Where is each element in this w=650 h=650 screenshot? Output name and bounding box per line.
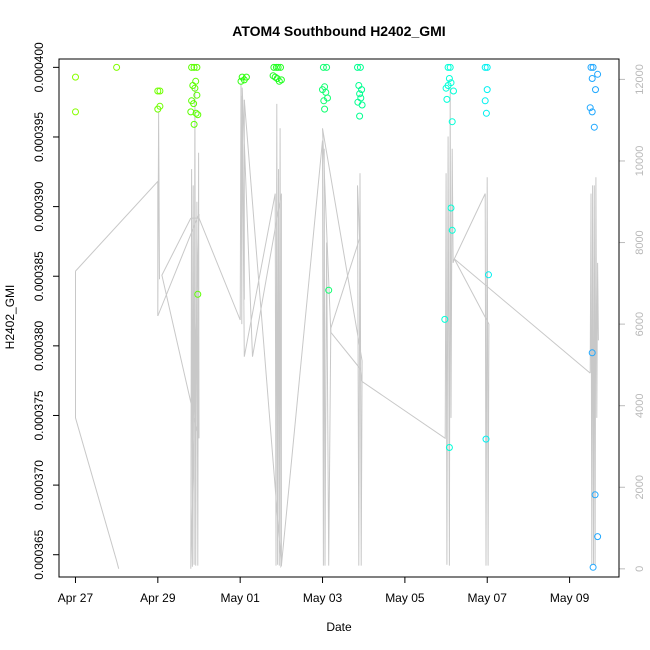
data-point-41 (321, 105, 329, 113)
data-point-75 (594, 70, 602, 78)
chart-title: ATOM4 Southbound H2402_GMI (232, 23, 445, 39)
data-point-68 (481, 97, 489, 105)
data-point-0 (72, 73, 79, 81)
data-point-9 (193, 63, 201, 71)
y-axis-label: H2402_GMI (3, 285, 17, 350)
data-point-83 (589, 563, 597, 571)
data-point-44 (356, 63, 364, 71)
secondary-y-tick-label-0: 0 (634, 566, 646, 572)
x-tick-label-4: May 05 (385, 591, 425, 605)
secondary-y-tick-label-6: 12000 (634, 64, 646, 95)
data-point-18 (194, 111, 202, 119)
secondary-series-line-7 (589, 177, 599, 566)
y-tick-label-7: 0.000400 (32, 42, 46, 92)
data-point-7 (188, 63, 196, 71)
data-point-50 (358, 101, 366, 109)
data-point-17 (192, 109, 200, 117)
y-tick-label-0: 0.000365 (32, 529, 46, 579)
data-point-52 (446, 63, 454, 71)
y-tick-label-6: 0.000395 (32, 112, 46, 162)
data-point-24 (237, 77, 245, 85)
secondary-y-tick-label-5: 10000 (634, 146, 646, 177)
secondary-y-tick-label-3: 6000 (634, 312, 646, 336)
data-point-1 (72, 108, 79, 116)
data-point-51 (356, 112, 364, 120)
data-point-23 (242, 73, 250, 81)
data-point-59 (443, 95, 451, 103)
data-point-54 (445, 75, 453, 82)
y-tick-label-1: 0.000370 (32, 460, 46, 510)
secondary-series-line-5 (322, 128, 363, 566)
data-point-81 (591, 491, 599, 499)
data-point-8 (190, 63, 198, 71)
data-point-60 (448, 118, 456, 126)
data-point-67 (483, 86, 491, 94)
data-point-71 (482, 435, 490, 443)
data-point-80 (588, 349, 596, 357)
data-point-47 (356, 90, 364, 98)
y-tick-label-2: 0.000375 (32, 390, 46, 440)
data-point-3 (154, 87, 162, 95)
data-point-25 (270, 63, 278, 71)
secondary-series-line-4 (241, 87, 361, 566)
x-tick-label-6: May 09 (550, 591, 590, 605)
data-point-40 (320, 97, 328, 105)
data-point-58 (450, 87, 457, 95)
x-tick-label-2: May 01 (220, 591, 260, 605)
data-point-62 (448, 226, 456, 234)
data-point-79 (590, 123, 598, 131)
data-point-2 (113, 63, 121, 71)
data-point-4 (156, 87, 164, 95)
secondary-series-line-3 (190, 83, 282, 569)
data-point-28 (277, 63, 284, 71)
data-point-57 (442, 84, 450, 92)
data-point-70 (485, 271, 492, 279)
y-tick-label-3: 0.000380 (32, 321, 46, 371)
x-axis-label: Date (326, 620, 352, 634)
secondary-y-tick-label-2: 4000 (634, 393, 646, 417)
data-point-46 (358, 86, 366, 94)
data-point-11 (191, 84, 199, 92)
data-point-74 (588, 75, 596, 82)
data-point-61 (447, 204, 455, 212)
data-point-43 (354, 63, 361, 71)
data-point-65 (481, 63, 489, 71)
data-point-42 (325, 286, 333, 294)
x-tick-label-3: May 03 (303, 591, 343, 605)
y-tick-label-4: 0.000385 (32, 251, 46, 301)
data-point-27 (274, 63, 282, 71)
data-point-32 (277, 76, 285, 84)
y-tick-label-5: 0.000390 (32, 181, 46, 231)
points-layer (72, 63, 602, 571)
secondary-y-tick-label-1: 2000 (634, 475, 646, 499)
data-point-72 (587, 63, 595, 71)
data-point-82 (594, 533, 602, 541)
data-point-35 (323, 63, 331, 71)
data-point-13 (193, 91, 201, 99)
data-point-69 (482, 109, 490, 117)
secondary-series-line-0 (75, 271, 120, 569)
data-point-12 (192, 77, 200, 85)
data-point-34 (319, 63, 327, 71)
data-point-77 (586, 104, 594, 112)
data-point-6 (156, 102, 164, 110)
data-point-63 (441, 315, 449, 323)
data-point-76 (592, 86, 599, 94)
x-tick-label-1: Apr 29 (140, 591, 176, 605)
data-point-20 (194, 290, 202, 298)
data-point-33 (269, 72, 277, 80)
data-point-53 (444, 63, 452, 71)
data-point-66 (483, 63, 491, 71)
data-point-73 (589, 63, 597, 71)
data-point-64 (445, 444, 453, 451)
x-tick-label-0: Apr 27 (58, 591, 94, 605)
data-point-15 (190, 100, 198, 108)
x-tick-label-5: May 07 (468, 591, 508, 605)
data-point-78 (588, 108, 596, 116)
plot-frame (58, 58, 620, 578)
data-point-19 (190, 120, 198, 128)
secondary-y-tick-label-4: 8000 (634, 230, 646, 254)
